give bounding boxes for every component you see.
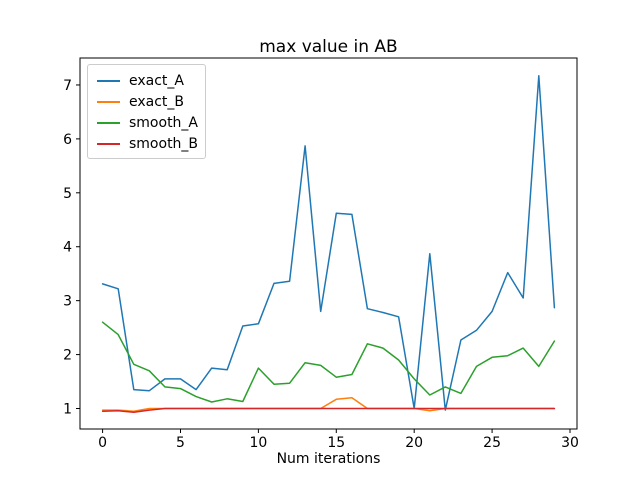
- axes-frame: 0 5 10 15 20 25 30 1 2 3 4 5 6 7: [63, 57, 579, 451]
- legend-item-smooth-b: smooth_B: [88, 133, 205, 154]
- legend-line-icon: [97, 142, 120, 145]
- legend-line-icon: [97, 100, 120, 103]
- x-tick-label: 15: [327, 435, 345, 451]
- legend-label: smooth_B: [129, 135, 199, 152]
- legend: exact_A exact_B smooth_A smooth_B: [87, 64, 206, 159]
- series-line-smooth_A: [101, 321, 556, 403]
- y-tick-label: 5: [63, 186, 72, 202]
- series-line-smooth_B: [101, 407, 556, 414]
- x-tick-label: 10: [249, 435, 267, 451]
- legend-item-smooth-a: smooth_A: [88, 112, 205, 133]
- series-line-exact_A: [101, 75, 556, 411]
- legend-item-exact-b: exact_B: [88, 91, 205, 112]
- series-lines: [101, 75, 556, 414]
- y-tick-label: 1: [63, 402, 72, 418]
- y-tick-label: 6: [63, 132, 72, 148]
- y-tick-label: 2: [63, 348, 72, 364]
- x-tick-label: 25: [483, 435, 501, 451]
- x-tick-label: 5: [176, 435, 185, 451]
- x-tick-label: 20: [405, 435, 423, 451]
- chart-title: max value in AB: [259, 37, 398, 57]
- axes-spines: [79, 57, 578, 430]
- legend-label: exact_A: [129, 72, 184, 89]
- legend-line-icon: [97, 79, 120, 82]
- legend-line-icon: [97, 121, 120, 124]
- legend-label: smooth_A: [129, 114, 199, 131]
- x-tick-label: 30: [561, 435, 579, 451]
- y-tick-label: 3: [63, 294, 72, 310]
- legend-item-exact-a: exact_A: [88, 70, 205, 91]
- y-tick-label: 4: [63, 240, 72, 256]
- legend-label: exact_B: [129, 93, 185, 110]
- x-axis-label: Num iterations: [276, 451, 381, 467]
- x-tick-label: 0: [98, 435, 107, 451]
- y-tick-label: 7: [63, 78, 72, 94]
